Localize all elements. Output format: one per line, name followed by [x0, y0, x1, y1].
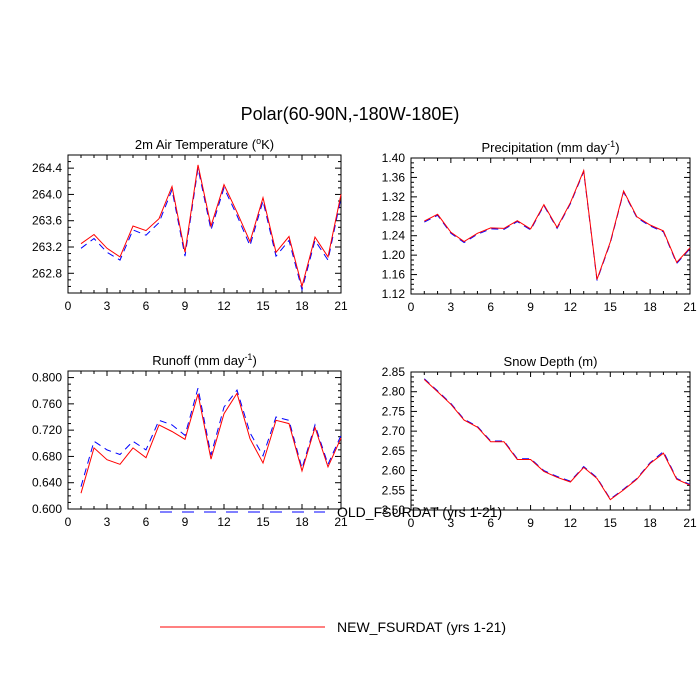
legend-label: NEW_FSURDAT (yrs 1-21) [337, 619, 506, 635]
series-line-new-fsurdat [423, 379, 691, 501]
y-tick-label: 2.75 [382, 404, 406, 418]
y-tick-label: 264.0 [32, 187, 62, 201]
x-tick-label: 9 [182, 299, 189, 313]
x-tick-label: 3 [104, 299, 111, 313]
y-tick-label: 2.70 [382, 424, 406, 438]
x-tick-label: 6 [487, 300, 494, 314]
series-line-old-fsurdat [423, 378, 691, 500]
y-tick-label: 2.80 [382, 385, 406, 399]
panel-title: 2m Air Temperature (oK) [135, 136, 274, 152]
x-tick-label: 12 [217, 299, 231, 313]
y-tick-label: 2.50 [382, 503, 406, 517]
y-tick-label: 1.40 [382, 151, 406, 165]
y-tick-label: 0.640 [32, 476, 62, 490]
y-tick-label: 264.4 [32, 161, 62, 175]
y-tick-label: 263.6 [32, 214, 62, 228]
x-tick-label: 0 [408, 300, 415, 314]
x-tick-label: 3 [104, 515, 111, 529]
x-tick-label: 18 [295, 515, 309, 529]
series-line-new-fsurdat [424, 168, 691, 280]
y-tick-label: 1.12 [382, 287, 406, 301]
x-tick-label: 21 [334, 299, 348, 313]
panel-1: 2m Air Temperature (oK) 0 3 6 9 12 15 18 21 262.8… [32, 136, 348, 313]
y-tick-label: 0.800 [32, 371, 62, 385]
x-tick-label: 18 [295, 299, 309, 313]
y-tick-label: 0.600 [32, 502, 62, 516]
x-tick-label: 0 [408, 516, 415, 530]
series-line-old-fsurdat [424, 169, 691, 281]
series-line-old-fsurdat [80, 167, 342, 292]
y-tick-label: 1.20 [382, 248, 406, 262]
x-tick-label: 15 [604, 516, 618, 530]
series-line-new-fsurdat [80, 164, 342, 289]
panel-3: Runoff (mm day-1) 0 3 6 9 12 15 18 21 0.600 0.640 0… [32, 352, 348, 529]
legend-label: OLD_FSURDAT (yrs 1-21) [337, 504, 502, 520]
series-line-old-fsurdat [80, 387, 342, 487]
x-tick-label: 6 [143, 515, 150, 529]
x-tick-label: 0 [65, 299, 72, 313]
panel-title: Snow Depth (m) [504, 354, 598, 369]
panels: 2m Air Temperature (oK) 0 3 6 9 12 15 18 21 262.8… [32, 136, 697, 530]
x-tick-label: 9 [527, 300, 534, 314]
y-tick-label: 0.720 [32, 423, 62, 437]
x-tick-label: 15 [256, 515, 270, 529]
x-tick-label: 18 [643, 516, 657, 530]
y-tick-label: 0.680 [32, 449, 62, 463]
x-tick-label: 0 [65, 515, 72, 529]
panel-title: Precipitation (mm day-1) [481, 139, 619, 155]
y-tick-label: 1.32 [382, 190, 406, 204]
panel-2: Precipitation (mm day-1) 0 3 6 9 12 15 18 21 1.12… [382, 139, 697, 314]
plot-frame [67, 154, 342, 294]
figure-title: Polar(60-90N,-180W-180E) [241, 104, 460, 124]
x-tick-label: 3 [448, 300, 455, 314]
plot-frame [410, 371, 691, 511]
plot-frame [67, 370, 342, 510]
x-tick-label: 9 [182, 515, 189, 529]
x-tick-label: 21 [334, 515, 348, 529]
legend: OLD_FSURDAT (yrs 1-21) NEW_FSURDAT (yrs 1… [160, 504, 506, 635]
x-tick-label: 6 [143, 299, 150, 313]
y-tick-label: 263.2 [32, 240, 62, 254]
x-tick-label: 21 [683, 300, 697, 314]
x-tick-label: 15 [604, 300, 618, 314]
y-tick-label: 2.65 [382, 444, 406, 458]
y-tick-label: 2.60 [382, 464, 406, 478]
y-tick-label: 1.16 [382, 268, 406, 282]
y-tick-label: 1.36 [382, 170, 406, 184]
series-line-new-fsurdat [80, 392, 342, 494]
y-tick-label: 262.8 [32, 266, 62, 280]
x-tick-label: 3 [448, 516, 455, 530]
panel-4: Snow Depth (m) 0 3 6 9 12 15 18 21 2.50 2.55 2.60 2.… [382, 354, 697, 530]
x-tick-label: 18 [643, 300, 657, 314]
y-tick-label: 2.85 [382, 365, 406, 379]
y-tick-label: 1.28 [382, 209, 406, 223]
x-tick-label: 6 [487, 516, 494, 530]
x-tick-label: 9 [527, 516, 534, 530]
plot-frame [410, 157, 691, 295]
x-tick-label: 12 [564, 300, 578, 314]
x-tick-label: 12 [564, 516, 578, 530]
x-tick-label: 15 [256, 299, 270, 313]
y-tick-label: 0.760 [32, 397, 62, 411]
x-tick-label: 21 [683, 516, 697, 530]
x-tick-label: 12 [217, 515, 231, 529]
panel-title: Runoff (mm day-1) [152, 352, 257, 368]
y-tick-label: 1.24 [382, 229, 406, 243]
y-tick-label: 2.55 [382, 483, 406, 497]
